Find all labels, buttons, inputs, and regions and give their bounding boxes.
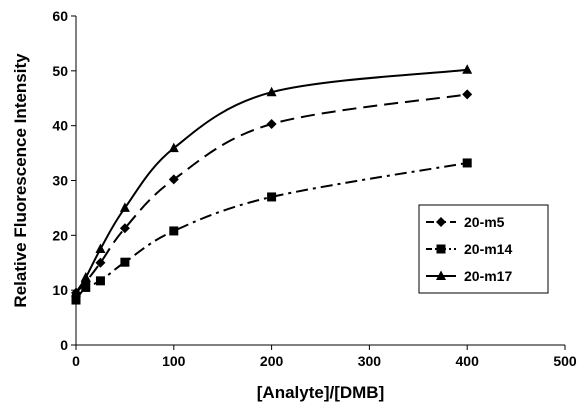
- data-point: [168, 174, 179, 185]
- legend-item: 20-m17: [426, 268, 512, 284]
- series-20-m14: [71, 158, 472, 305]
- data-point: [119, 202, 130, 212]
- series-layer: [71, 64, 473, 305]
- y-tick-label: 40: [52, 118, 68, 134]
- legend-marker: [436, 270, 446, 280]
- data-point: [267, 192, 277, 202]
- legend-label: 20-m5: [464, 214, 505, 230]
- legend-item: 20-m14: [426, 241, 512, 257]
- x-tick-label: 0: [72, 353, 80, 369]
- y-tick-label: 10: [52, 282, 68, 298]
- legend-label: 20-m17: [464, 268, 512, 284]
- data-point: [462, 64, 473, 74]
- axes: 0 10 20 30 40 50 60 0 100 200 300 400 500: [52, 8, 576, 369]
- y-tick-label: 20: [52, 227, 68, 243]
- data-point: [81, 282, 91, 292]
- series-line: [75, 68, 468, 293]
- legend-marker: [436, 244, 446, 254]
- y-tick-label: 60: [52, 8, 68, 24]
- data-point: [119, 223, 130, 234]
- data-point: [266, 119, 277, 130]
- data-point: [168, 142, 179, 153]
- legend: 20-m5 20-m14 20-m17: [418, 204, 549, 294]
- data-point: [169, 226, 179, 236]
- x-tick-label: 400: [456, 353, 480, 369]
- legend-item: 20-m5: [426, 214, 505, 230]
- x-axis-title: [Analyte]/[DMB]: [257, 383, 385, 402]
- x-tick-label: 300: [358, 353, 382, 369]
- data-point: [71, 295, 81, 305]
- data-point: [462, 89, 473, 100]
- legend-label: 20-m14: [464, 241, 512, 257]
- series-line: [75, 93, 468, 294]
- series-line: [75, 161, 468, 301]
- data-point: [95, 276, 105, 286]
- y-tick-label: 0: [60, 337, 68, 353]
- x-tick-label: 100: [162, 353, 186, 369]
- x-tick-label: 500: [553, 353, 577, 369]
- legend-marker: [436, 217, 446, 227]
- data-point: [266, 86, 277, 97]
- data-point: [95, 257, 106, 268]
- y-tick-label: 50: [52, 63, 68, 79]
- data-point: [95, 243, 106, 254]
- y-tick-label: 30: [52, 173, 68, 189]
- data-point: [80, 272, 91, 282]
- data-point: [462, 158, 472, 168]
- data-point: [120, 257, 130, 267]
- x-tick-label: 200: [260, 353, 284, 369]
- data-point: [71, 286, 81, 297]
- y-axis-title: Relative Fluorescence Intensity: [11, 53, 30, 308]
- series-20-m17: [71, 64, 473, 297]
